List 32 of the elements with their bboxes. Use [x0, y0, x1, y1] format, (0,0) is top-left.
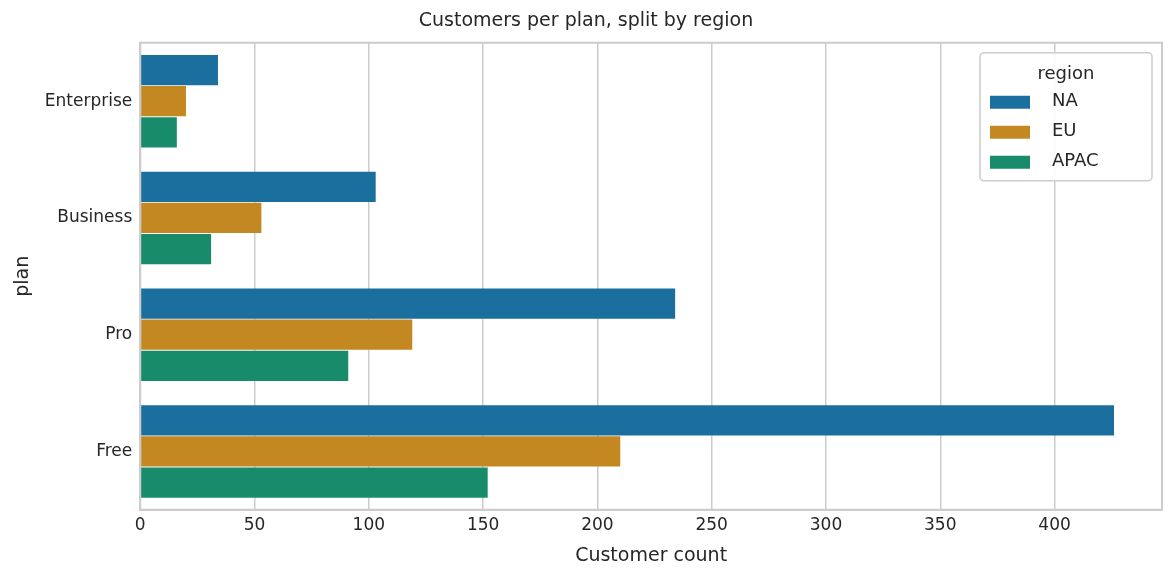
- bar: [141, 171, 376, 202]
- y-tick-label: Business: [57, 206, 133, 227]
- bar: [141, 233, 212, 265]
- bar: [141, 405, 1114, 436]
- x-tick-label: 350: [924, 514, 957, 535]
- bar: [141, 350, 349, 381]
- chart-title: Customers per plan, split by region: [418, 8, 754, 31]
- legend-label: APAC: [1052, 149, 1099, 171]
- y-tick-label: Free: [96, 439, 133, 460]
- bar: [141, 117, 177, 148]
- x-tick-label: 200: [581, 514, 614, 535]
- y-tick-label: Enterprise: [44, 89, 133, 110]
- legend-label: EU: [1052, 119, 1077, 141]
- legend-label: NA: [1052, 89, 1079, 111]
- bar: [141, 202, 262, 234]
- bar: [141, 436, 621, 467]
- x-tick-label: 50: [243, 514, 266, 535]
- x-tick-label: 300: [809, 514, 843, 535]
- bar: [141, 467, 488, 498]
- y-tick-label: Pro: [105, 323, 133, 344]
- x-tick-label: 400: [1038, 514, 1071, 535]
- x-tick-label: 0: [134, 514, 146, 535]
- bar: [141, 86, 186, 117]
- x-axis-title: Customer count: [575, 542, 728, 565]
- x-tick-label: 150: [466, 514, 500, 535]
- y-axis-title: plan: [10, 255, 33, 297]
- bar: [141, 288, 676, 319]
- x-tick-label: 100: [352, 514, 386, 535]
- x-tick-label: 250: [695, 514, 728, 535]
- bar: [141, 54, 218, 86]
- legend-title: region: [1037, 62, 1095, 84]
- bar: [141, 319, 413, 350]
